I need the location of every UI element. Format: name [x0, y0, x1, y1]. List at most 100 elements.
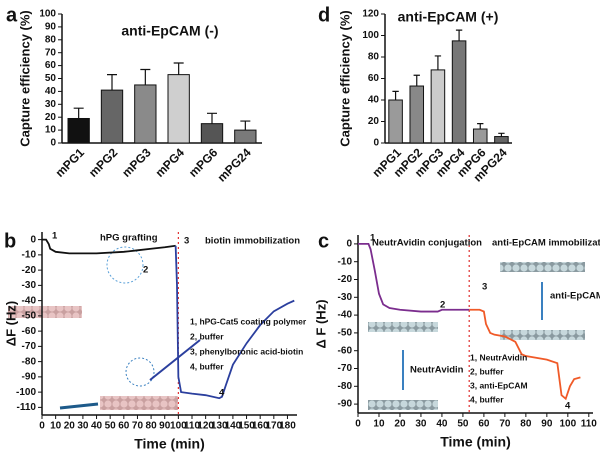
annotation: 3: [482, 282, 487, 293]
x-tick-label: mPG4: [153, 145, 188, 180]
y-tick-label: 120: [362, 9, 379, 20]
bar: [472, 128, 488, 144]
y-tick-label: -20: [22, 265, 37, 276]
y-tick-label: 50: [45, 73, 57, 84]
x-tick-label: 110: [184, 421, 201, 432]
x-tick-label: 0: [39, 421, 45, 432]
surface: [8, 306, 82, 318]
y-tick-label: -70: [338, 363, 353, 374]
x-tick-label: 50: [457, 419, 469, 430]
x-tick-label: 70: [499, 419, 511, 430]
y-tick-label: 80: [45, 34, 57, 45]
x-axis-label: Time (min): [440, 434, 511, 450]
x-tick-label: 10: [373, 419, 385, 430]
y-tick-label: 100: [39, 9, 56, 20]
y-tick-label: -10: [338, 256, 353, 267]
y-tick-label: -90: [22, 372, 37, 383]
annotation: anti-EpCAM: [550, 291, 600, 302]
bar: [409, 85, 425, 144]
error-bar: [477, 123, 484, 130]
x-tick-label: 160: [252, 421, 269, 432]
annotation: 2: [440, 300, 445, 311]
panel-letter: d: [318, 4, 330, 26]
annotation: hPG grafting: [100, 233, 158, 244]
y-tick-label: 60: [45, 60, 57, 71]
x-tick-label: 40: [91, 421, 103, 432]
legend-note: 4, buffer: [470, 394, 504, 404]
bar: [167, 74, 190, 144]
legend-note: 4, buffer: [190, 361, 224, 371]
y-axis-label: ΔF (Hz): [3, 301, 18, 346]
legend-note: 3, anti-EpCAM: [470, 380, 528, 390]
x-tick-label: 70: [132, 421, 144, 432]
y-tick-label: 20: [45, 112, 57, 123]
panel-letter: c: [318, 230, 329, 252]
annotation: 3: [184, 236, 189, 247]
x-tick-label: 100: [559, 419, 576, 430]
bar: [430, 69, 446, 144]
annotation: 2: [143, 265, 148, 276]
x-tick-label: 10: [50, 421, 62, 432]
error-bar: [498, 132, 505, 137]
annotation: biotin immobilization: [205, 236, 300, 247]
y-tick-label: 70: [45, 47, 57, 58]
y-axis-label: Δ F (Hz): [313, 299, 328, 348]
y-tick-label: 0: [50, 138, 56, 149]
y-tick-label: -60: [338, 345, 353, 356]
x-tick-label: 0: [355, 419, 361, 430]
x-tick-label: 180: [279, 421, 296, 432]
error-bar: [107, 74, 117, 91]
y-tick-label: -90: [338, 399, 353, 410]
bar: [100, 89, 124, 144]
y-tick-label: 0: [373, 138, 379, 149]
y-tick-label: -50: [338, 328, 353, 339]
line: [469, 308, 581, 401]
error-bar: [140, 68, 151, 85]
y-tick-label: -100: [16, 387, 36, 398]
y-axis-label: Capture efficiency (%): [337, 10, 352, 147]
y-tick-label: 0: [30, 234, 36, 245]
y-tick-label: -30: [338, 292, 353, 303]
y-tick-label: -50: [22, 311, 37, 322]
y-tick-label: -40: [22, 295, 37, 306]
y-tick-label: -60: [22, 326, 37, 337]
bar: [134, 84, 157, 144]
annotation: 4: [565, 401, 571, 412]
y-tick-label: 10: [45, 125, 57, 136]
annotation: NeutrAvidin conjugation: [372, 238, 482, 249]
x-tick-label: 20: [64, 421, 76, 432]
panel-letter: b: [4, 230, 16, 252]
error-bar: [207, 112, 217, 124]
x-tick-label: 90: [159, 421, 171, 432]
y-tick-label: 20: [368, 116, 380, 127]
x-tick-label: 20: [394, 419, 406, 430]
x-tick-label: mPG3: [119, 145, 154, 180]
x-tick-label: 40: [436, 419, 448, 430]
surface: [368, 322, 438, 332]
y-tick-label: 30: [45, 99, 57, 110]
y-tick-label: 100: [362, 30, 379, 41]
annotation: NeutrAvidin: [410, 365, 464, 376]
line: [174, 245, 295, 400]
x-tick-label: mPG2: [86, 145, 121, 180]
y-tick-label: 40: [368, 95, 380, 106]
x-tick-label: 30: [77, 421, 89, 432]
error-bar: [73, 107, 84, 119]
x-tick-label: mPG24: [215, 145, 254, 184]
x-tick-label: 90: [541, 419, 553, 430]
x-tick-label: 100: [170, 421, 187, 432]
chart-title: anti-EpCAM (-): [121, 23, 218, 39]
error-bar: [240, 120, 251, 131]
x-axis-label: Time (min): [134, 436, 205, 452]
y-tick-label: 40: [45, 86, 57, 97]
y-tick-label: 90: [45, 22, 57, 33]
panel-letter: a: [6, 4, 18, 26]
x-tick-label: 130: [211, 421, 228, 432]
y-tick-label: -20: [338, 274, 353, 285]
bar: [494, 136, 509, 144]
y-tick-label: -110: [17, 402, 37, 413]
x-tick-label: 80: [520, 419, 532, 430]
arrow: [149, 339, 201, 381]
error-bar: [173, 62, 184, 75]
